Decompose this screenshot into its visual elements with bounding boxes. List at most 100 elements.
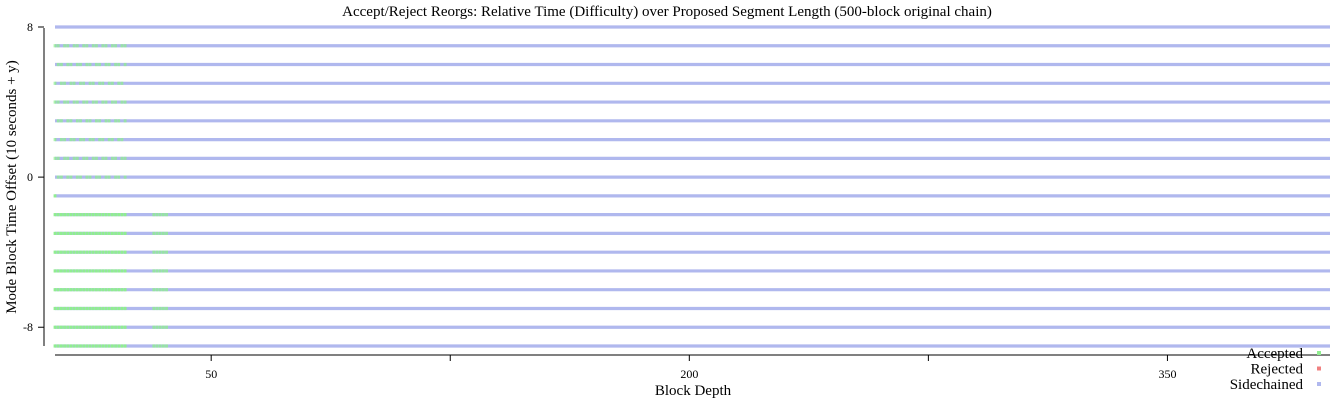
accepted-point	[69, 250, 73, 254]
accepted-point	[98, 344, 102, 348]
accepted-point	[155, 250, 159, 254]
accepted-point	[82, 100, 86, 104]
accepted-point	[95, 119, 98, 123]
accepted-point	[117, 137, 121, 142]
accepted-point	[88, 306, 92, 311]
accepted-point	[59, 288, 63, 292]
accepted-point	[79, 288, 82, 292]
accepted-point	[98, 62, 102, 67]
accepted-point	[66, 269, 70, 273]
accepted-point	[152, 269, 156, 273]
accepted-point	[53, 306, 57, 311]
accepted-point	[95, 44, 98, 48]
accepted-point	[117, 231, 121, 236]
accepted-point	[110, 231, 114, 236]
accepted-point	[104, 213, 108, 217]
accepted-point	[79, 175, 82, 179]
accepted-point	[91, 81, 95, 85]
accepted-point	[85, 100, 89, 104]
accepted-point	[120, 250, 124, 254]
accepted-point	[161, 306, 165, 311]
accepted-point	[82, 288, 86, 292]
accepted-point	[114, 231, 117, 236]
accepted-point	[101, 231, 105, 236]
accepted-point	[165, 250, 168, 254]
accepted-point	[56, 250, 60, 254]
accepted-point	[107, 344, 111, 348]
accepted-point	[91, 306, 95, 311]
accepted-point	[88, 213, 92, 217]
accepted-point	[69, 62, 73, 67]
accepted-point	[123, 156, 127, 160]
accepted-point	[79, 250, 82, 254]
accepted-point	[155, 269, 159, 273]
accepted-point	[158, 344, 162, 348]
accepted-point	[59, 137, 63, 142]
accepted-point	[161, 250, 165, 254]
accepted-point	[91, 213, 95, 217]
legend-swatch	[1317, 382, 1321, 386]
accepted-point	[79, 137, 82, 142]
accepted-point	[104, 231, 108, 236]
accepted-point	[85, 344, 89, 348]
accepted-point	[98, 250, 102, 254]
accepted-point	[120, 344, 124, 348]
accepted-point	[85, 213, 89, 217]
accepted-point	[53, 213, 57, 217]
accepted-point	[66, 344, 70, 348]
accepted-point	[98, 81, 102, 85]
accepted-point	[114, 269, 117, 273]
accepted-point	[72, 325, 76, 329]
accepted-point	[165, 325, 168, 329]
accepted-point	[88, 119, 92, 123]
accepted-point	[161, 288, 165, 292]
accepted-point	[63, 306, 66, 311]
accepted-point	[53, 156, 57, 160]
accepted-point	[104, 100, 108, 104]
accepted-point	[53, 137, 57, 142]
accepted-point	[66, 250, 70, 254]
accepted-point	[75, 44, 79, 48]
accepted-point	[158, 306, 162, 311]
accepted-point	[91, 231, 95, 236]
accepted-point	[161, 344, 165, 348]
accepted-point	[95, 269, 98, 273]
accepted-point	[117, 119, 121, 123]
accepted-point	[123, 119, 127, 123]
accepted-point	[63, 250, 66, 254]
accepted-point	[69, 306, 73, 311]
accepted-point	[95, 344, 98, 348]
accepted-point	[53, 231, 57, 236]
accepted-point	[63, 325, 66, 329]
accepted-point	[114, 325, 117, 329]
accepted-point	[63, 44, 66, 48]
accepted-point	[53, 325, 57, 329]
accepted-point	[104, 306, 108, 311]
accepted-point	[120, 213, 124, 217]
accepted-point	[110, 213, 114, 217]
accepted-point	[101, 325, 105, 329]
accepted-point	[82, 44, 86, 48]
accepted-point	[101, 306, 105, 311]
accepted-point	[85, 175, 89, 179]
accepted-point	[75, 156, 79, 160]
accepted-point	[123, 250, 127, 254]
accepted-point	[95, 250, 98, 254]
accepted-point	[158, 325, 162, 329]
accepted-point	[88, 325, 92, 329]
accepted-point	[75, 288, 79, 292]
chart-title: Accept/Reject Reorgs: Relative Time (Dif…	[342, 4, 992, 20]
accepted-point	[85, 288, 89, 292]
accepted-point	[104, 156, 108, 160]
accepted-point	[56, 325, 60, 329]
legend-swatch	[1317, 366, 1321, 371]
accepted-point	[107, 250, 111, 254]
accepted-point	[117, 81, 121, 85]
accepted-point	[165, 288, 168, 292]
accepted-point	[101, 156, 105, 160]
accepted-point	[123, 288, 127, 292]
accepted-point	[117, 306, 121, 311]
accepted-point	[53, 81, 57, 85]
accepted-point	[56, 288, 60, 292]
accepted-point	[63, 344, 66, 348]
